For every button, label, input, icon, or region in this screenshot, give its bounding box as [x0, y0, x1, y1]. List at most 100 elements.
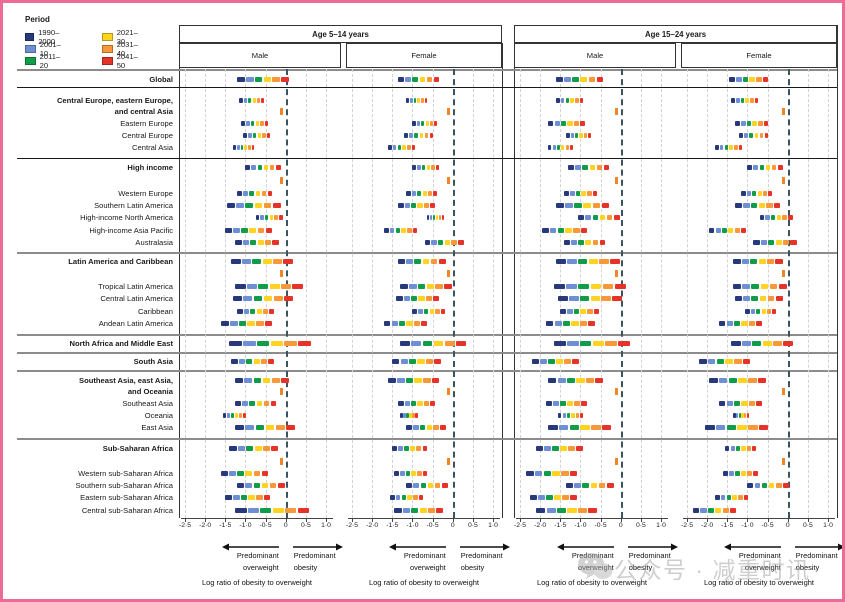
- gap-marker-tick: [615, 107, 619, 115]
- bar-segment-2031-40: [417, 470, 422, 476]
- bar-segment-2031-40: [577, 507, 587, 513]
- bar-segment-2021-30: [254, 202, 263, 208]
- gap-marker-tick: [447, 387, 451, 395]
- bar-segment-2031-40: [579, 320, 587, 326]
- bar-segment-1990-2000: [747, 482, 754, 488]
- predominant-overweight-label-line1: Predominant: [571, 551, 614, 560]
- bar-segment-2031-40: [573, 227, 580, 233]
- frame-vertical-line: [837, 25, 838, 518]
- bar-segment-2041-50: [444, 283, 452, 289]
- bar-segment-2011-20: [734, 320, 741, 326]
- bar-segment-2001-10: [560, 97, 565, 103]
- bar-segment-2011-20: [395, 227, 401, 233]
- right-arrow: [794, 543, 842, 551]
- bar-segment-2021-30: [581, 190, 586, 196]
- bar-segment-2031-40: [427, 190, 433, 196]
- bar-segment-2041-50: [588, 132, 592, 138]
- bar-segment-2001-10: [241, 258, 251, 264]
- bar-segment-2011-20: [414, 132, 419, 138]
- axis-tick-label: 1·0: [488, 522, 498, 529]
- gap-marker-tick: [280, 176, 284, 184]
- age-group-label: Age 5–14 years: [312, 29, 369, 39]
- bar-segment-2031-40: [771, 164, 777, 170]
- gridline: [472, 69, 474, 518]
- bar-segment-2041-50: [576, 445, 584, 451]
- bar-segment-2011-20: [562, 320, 571, 326]
- bar-segment-2041-50: [422, 445, 428, 451]
- bar-segment-2021-30: [425, 120, 429, 126]
- axis-tick: [265, 518, 267, 522]
- bar-segment-2031-40: [416, 445, 422, 451]
- bar-segment-2001-10: [392, 144, 397, 150]
- axis-tick: [472, 518, 474, 522]
- bar-segment-1990-2000: [568, 164, 575, 170]
- bar-segment-2041-50: [741, 227, 747, 233]
- bar-segment-2001-10: [246, 283, 257, 289]
- row-label-caribbean: Caribbean: [137, 306, 173, 316]
- bar-segment-2041-50: [756, 320, 763, 326]
- bar-segment-2041-50: [297, 507, 309, 513]
- bar-segment-2041-50: [572, 358, 580, 364]
- gap-marker-tick: [447, 457, 451, 465]
- legend-item-label: 2021–30: [116, 28, 138, 46]
- axis-tick: [412, 518, 414, 522]
- gridline: [828, 69, 830, 518]
- bar-segment-1990-2000: [556, 258, 566, 264]
- bar-segment-2021-30: [762, 340, 772, 346]
- bar-segment-2001-10: [736, 76, 742, 82]
- bar-segment-1990-2000: [223, 412, 227, 418]
- bar-segment-2011-20: [574, 202, 583, 208]
- bar-segment-2041-50: [775, 258, 783, 264]
- gridline: [305, 69, 307, 518]
- bar-segment-1990-2000: [225, 227, 233, 233]
- bar-segment-2021-30: [560, 445, 568, 451]
- bar-segment-2021-30: [757, 190, 762, 196]
- bar-segment-2021-30: [592, 340, 605, 346]
- bar-segment-2021-30: [576, 377, 585, 383]
- bar-segment-2041-50: [579, 97, 584, 103]
- period-1990-2000-swatch: [25, 33, 35, 41]
- bar-segment-2021-30: [765, 164, 771, 170]
- bar-segment-2011-20: [756, 308, 761, 314]
- bar-segment-2031-40: [722, 507, 729, 513]
- bar-segment-2001-10: [243, 97, 247, 103]
- bar-segment-2001-10: [233, 227, 241, 233]
- bar-segment-2041-50: [421, 320, 428, 326]
- bar-segment-1990-2000: [556, 202, 565, 208]
- gridline: [185, 69, 186, 518]
- bar-segment-2001-10: [565, 202, 574, 208]
- bar-segment-2041-50: [610, 258, 620, 264]
- bar-segment-2041-50: [430, 202, 436, 208]
- bar-segment-2041-50: [783, 340, 793, 346]
- bar-segment-2021-30: [570, 97, 574, 103]
- bar-segment-2021-30: [715, 507, 722, 513]
- bar-segment-2031-40: [424, 132, 429, 138]
- bar-segment-2011-20: [556, 507, 567, 513]
- bar-segment-2011-20: [582, 482, 590, 488]
- bar-segment-2021-30: [426, 164, 431, 170]
- bar-segment-2041-50: [433, 190, 438, 196]
- bar-segment-2001-10: [395, 494, 401, 500]
- bar-segment-2001-10: [243, 190, 249, 196]
- legend-title: Period: [25, 15, 50, 24]
- legend-item-label: 2041–50: [116, 52, 138, 70]
- bar-segment-2041-50: [777, 164, 783, 170]
- predominant-obesity-label-line2: obesity: [628, 563, 653, 572]
- bar-segment-2001-10: [743, 295, 751, 301]
- bar-segment-2041-50: [788, 214, 793, 220]
- bar-segment-1990-2000: [241, 120, 245, 126]
- bar-segment-2031-40: [783, 239, 790, 245]
- bar-segment-2011-20: [246, 445, 254, 451]
- bar-segment-2041-50: [264, 320, 273, 326]
- axis-tick: [185, 518, 186, 522]
- bar-segment-1990-2000: [406, 97, 409, 103]
- bar-segment-2031-40: [583, 132, 587, 138]
- bar-segment-2001-10: [707, 358, 716, 364]
- bar-segment-2001-10: [242, 400, 249, 406]
- gap-marker-tick: [280, 269, 284, 277]
- bar-segment-1990-2000: [556, 76, 564, 82]
- bar-segment-2001-10: [567, 258, 577, 264]
- bar-segment-1990-2000: [526, 470, 534, 476]
- bar-segment-2011-20: [411, 400, 417, 406]
- row-label-western-sub-saharan-africa: Western sub-Saharan Africa: [78, 468, 173, 478]
